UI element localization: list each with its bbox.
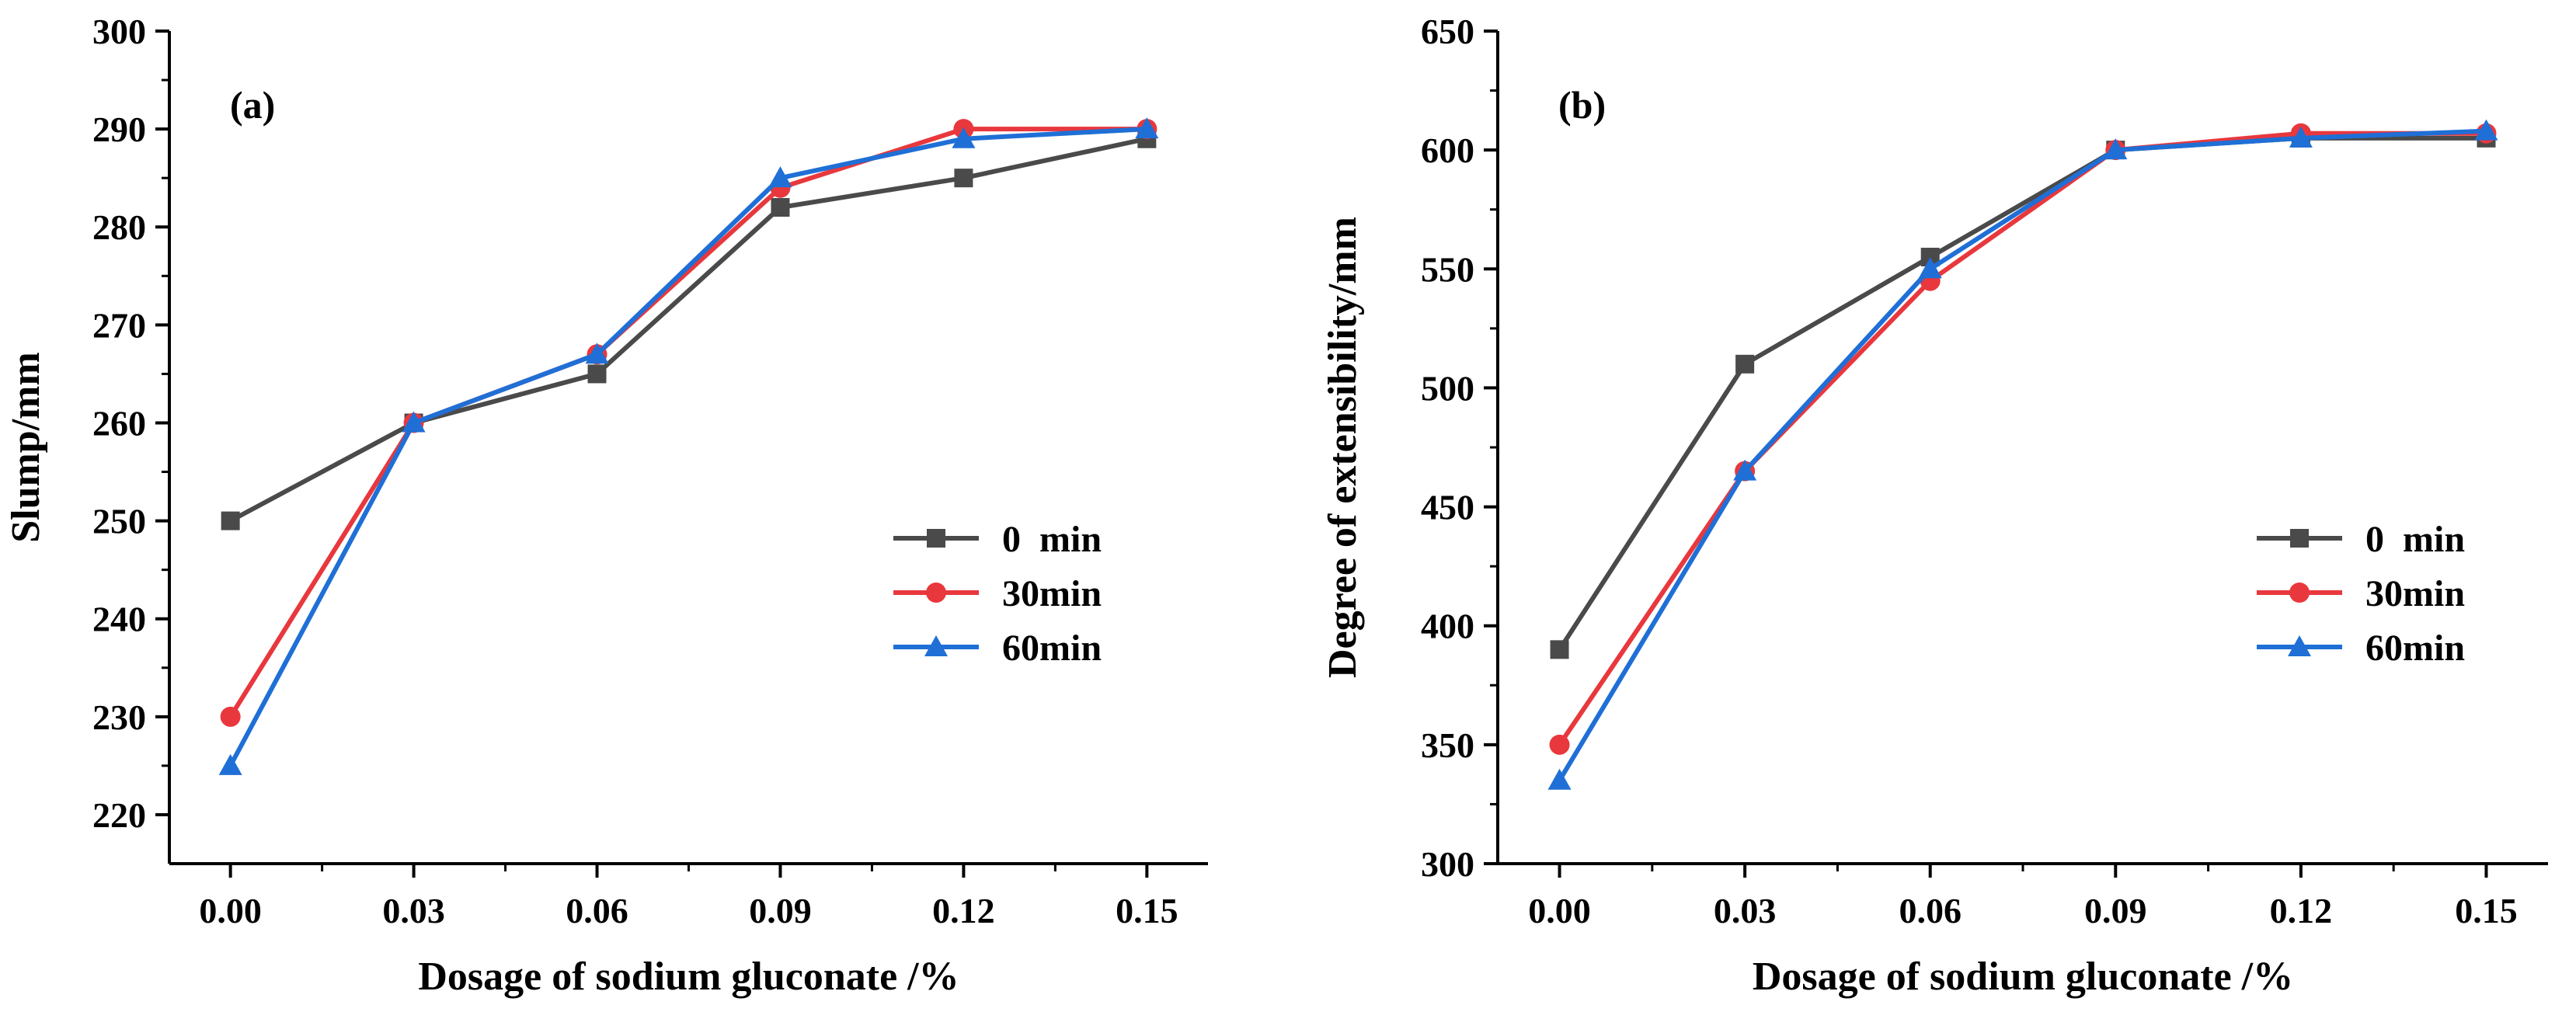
data-point	[2474, 119, 2498, 141]
x-tick-label: 0.06	[1899, 891, 1962, 930]
data-point	[587, 364, 607, 384]
data-point	[220, 706, 241, 727]
series-2	[218, 117, 1159, 775]
x-tick-label: 0.15	[2455, 891, 2518, 930]
legend-marker	[926, 583, 946, 603]
legend-entry: 30min	[1002, 573, 1102, 614]
x-tick-label: 0.09	[2084, 891, 2147, 930]
legend: 0 min 30min 60min	[2257, 519, 2465, 669]
panel-a: 220 230 240 250 260 270 280 290 300 0.00 0.03 0.06 0…	[4, 12, 1208, 999]
panel-label: (b)	[1558, 83, 1606, 127]
legend-entry: 0 min	[2365, 519, 2465, 560]
legend-entry: 30min	[2365, 573, 2465, 614]
data-point	[952, 127, 976, 148]
x-tick-label: 0.00	[199, 891, 262, 930]
data-point	[1735, 354, 1755, 374]
y-tick-label: 550	[1421, 249, 1474, 289]
y-tick-label: 300	[1421, 844, 1474, 884]
series-line	[228, 127, 1147, 767]
data-point	[768, 166, 792, 188]
y-axis-title: Slump/mm	[4, 352, 48, 543]
y-tick-label: 280	[92, 207, 146, 247]
data-point	[1547, 768, 1572, 790]
series-line	[1558, 130, 2487, 746]
y-tick-label: 270	[92, 305, 146, 345]
x-tick-label: 0.03	[1714, 891, 1777, 930]
y-tick-label: 240	[92, 600, 146, 639]
y-tick-label: 220	[92, 795, 146, 835]
data-point	[221, 511, 240, 530]
legend-marker	[924, 635, 948, 656]
legend-marker	[927, 529, 945, 548]
y-tick-label: 260	[92, 403, 146, 443]
x-tick-label: 0.15	[1116, 891, 1178, 930]
data-point	[1549, 734, 1570, 755]
y-tick-label: 230	[92, 697, 146, 737]
series-1	[1549, 123, 2497, 755]
data-point	[402, 411, 426, 433]
y-tick-label: 400	[1421, 607, 1474, 646]
x-tick-label: 0.09	[749, 891, 812, 930]
x-axis-title: Dosage of sodium gluconate /%	[1753, 955, 2293, 999]
legend-marker	[2290, 529, 2309, 548]
y-tick-label: 290	[92, 110, 146, 149]
x-tick-label: 0.03	[382, 891, 445, 930]
legend-entry: 60min	[2365, 628, 2465, 669]
panel-label: (a)	[230, 83, 275, 127]
y-tick-label: 250	[92, 502, 146, 541]
y-tick-label: 450	[1421, 488, 1474, 527]
legend: 0 min 30min 60min	[893, 519, 1102, 669]
data-point	[218, 753, 242, 775]
y-tick-label: 300	[92, 12, 146, 51]
x-tick-label: 0.06	[566, 891, 628, 930]
legend-marker	[2288, 635, 2311, 656]
x-tick-label: 0.12	[2270, 891, 2333, 930]
data-point	[1135, 117, 1159, 139]
legend-entry: 0 min	[1002, 519, 1102, 560]
data-point	[585, 343, 609, 364]
panel-b: 300 350 400 450 500 550 600 650 0.00 0.03 0.06 0.09…	[1321, 12, 2548, 999]
series-2	[1547, 119, 2498, 790]
data-point	[1550, 640, 1569, 659]
data-point	[1733, 459, 1757, 481]
series-line	[229, 136, 1147, 523]
legend-marker	[2289, 583, 2310, 603]
x-axis-title: Dosage of sodium gluconate /%	[418, 955, 959, 999]
series-0	[221, 129, 1157, 530]
x-tick-label: 0.00	[1528, 891, 1591, 930]
y-axis-title: Degree of extensibility/mm	[1321, 217, 1365, 678]
y-tick-label: 650	[1421, 12, 1474, 51]
y-tick-label: 500	[1421, 368, 1474, 408]
data-point	[954, 169, 973, 188]
data-point	[2289, 126, 2313, 148]
data-point	[2104, 138, 2128, 160]
y-tick-label: 600	[1421, 130, 1474, 170]
data-point	[1918, 257, 1942, 279]
series-line	[1557, 128, 2487, 782]
x-tick-label: 0.12	[932, 891, 995, 930]
series-line	[228, 127, 1147, 718]
legend-entry: 60min	[1002, 628, 1102, 669]
data-point	[771, 198, 790, 217]
y-tick-label: 350	[1421, 725, 1474, 765]
